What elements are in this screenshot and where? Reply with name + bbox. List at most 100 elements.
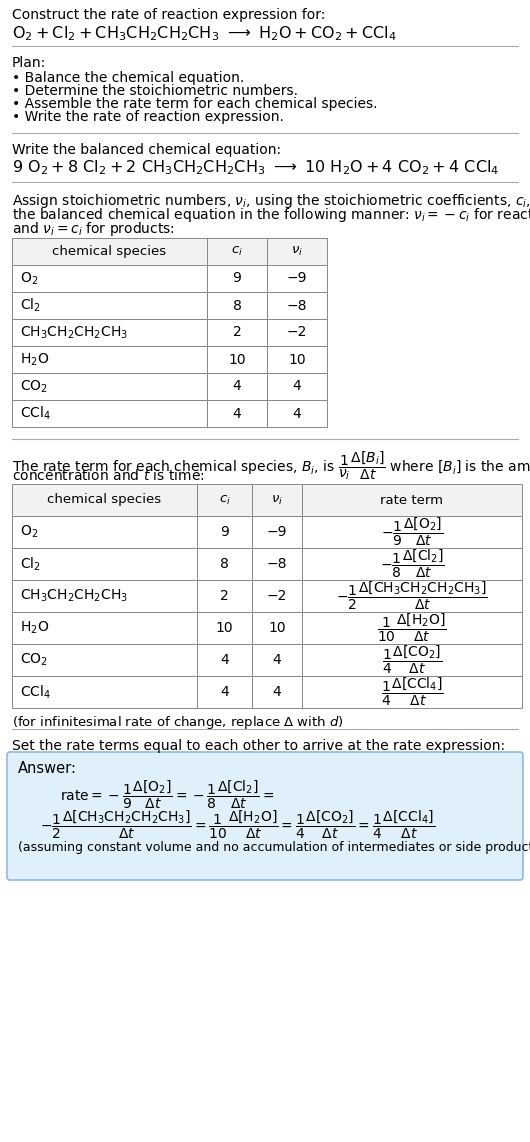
Bar	[267, 373, 327, 400]
Bar	[12, 373, 207, 400]
Bar	[252, 548, 302, 580]
Bar	[302, 484, 522, 516]
Text: −8: −8	[267, 557, 287, 571]
Bar	[302, 548, 522, 580]
Bar	[252, 516, 302, 548]
Bar	[12, 548, 197, 580]
Text: 10: 10	[228, 353, 246, 367]
Bar	[12, 346, 207, 373]
Bar	[207, 265, 267, 292]
Text: −2: −2	[287, 325, 307, 339]
Bar	[12, 644, 197, 676]
Bar	[252, 580, 302, 612]
Text: $\nu_i$: $\nu_i$	[271, 493, 283, 507]
Bar	[12, 484, 197, 516]
Text: rate term: rate term	[381, 493, 444, 507]
Text: $\dfrac{1}{10}\dfrac{\Delta[\mathrm{H_2O}]}{\Delta t}$: $\dfrac{1}{10}\dfrac{\Delta[\mathrm{H_2O…	[377, 612, 447, 644]
Bar	[302, 676, 522, 708]
Bar	[207, 292, 267, 319]
Text: 4: 4	[272, 685, 281, 699]
Bar	[252, 644, 302, 676]
Text: 4: 4	[272, 653, 281, 667]
Text: chemical species: chemical species	[52, 246, 166, 258]
Text: 4: 4	[293, 379, 302, 394]
Bar	[207, 346, 267, 373]
Bar	[197, 484, 252, 516]
Bar	[267, 265, 327, 292]
Text: 2: 2	[233, 325, 241, 339]
Text: $\mathrm{Cl_2}$: $\mathrm{Cl_2}$	[20, 297, 41, 314]
Bar	[197, 644, 252, 676]
Bar	[302, 580, 522, 612]
Text: $\mathrm{CO_2}$: $\mathrm{CO_2}$	[20, 378, 48, 395]
Text: The rate term for each chemical species, $B_i$, is $\dfrac{1}{\nu_i}\dfrac{\Delt: The rate term for each chemical species,…	[12, 449, 530, 482]
Bar	[267, 346, 327, 373]
Text: $\dfrac{1}{4}\dfrac{\Delta[\mathrm{CO_2}]}{\Delta t}$: $\dfrac{1}{4}\dfrac{\Delta[\mathrm{CO_2}…	[382, 644, 442, 676]
Text: −9: −9	[287, 272, 307, 286]
Bar	[12, 292, 207, 319]
Bar	[302, 612, 522, 644]
Text: Answer:: Answer:	[18, 761, 77, 777]
Bar	[12, 238, 207, 265]
Text: 4: 4	[220, 653, 229, 667]
FancyBboxPatch shape	[7, 751, 523, 880]
Text: (for infinitesimal rate of change, replace $\Delta$ with $d$): (for infinitesimal rate of change, repla…	[12, 714, 344, 731]
Text: $\mathrm{H_2O}$: $\mathrm{H_2O}$	[20, 620, 49, 636]
Text: −2: −2	[267, 589, 287, 603]
Text: $\mathrm{CCl_4}$: $\mathrm{CCl_4}$	[20, 683, 51, 701]
Text: $\mathrm{CH_3CH_2CH_2CH_3}$: $\mathrm{CH_3CH_2CH_2CH_3}$	[20, 588, 128, 604]
Text: $-\dfrac{1}{2}\dfrac{\Delta[\mathrm{CH_3CH_2CH_2CH_3}]}{\Delta t}$: $-\dfrac{1}{2}\dfrac{\Delta[\mathrm{CH_3…	[336, 580, 488, 612]
Text: 4: 4	[220, 685, 229, 699]
Text: $\dfrac{1}{4}\dfrac{\Delta[\mathrm{CCl_4}]}{\Delta t}$: $\dfrac{1}{4}\dfrac{\Delta[\mathrm{CCl_4…	[381, 676, 444, 708]
Text: 2: 2	[220, 589, 229, 603]
Text: Construct the rate of reaction expression for:: Construct the rate of reaction expressio…	[12, 8, 325, 22]
Text: Write the balanced chemical equation:: Write the balanced chemical equation:	[12, 143, 281, 156]
Text: $\nu_i$: $\nu_i$	[291, 244, 303, 258]
Text: Set the rate terms equal to each other to arrive at the rate expression:: Set the rate terms equal to each other t…	[12, 739, 505, 753]
Bar	[302, 644, 522, 676]
Bar	[12, 516, 197, 548]
Text: 4: 4	[293, 407, 302, 420]
Text: $\mathrm{CCl_4}$: $\mathrm{CCl_4}$	[20, 404, 51, 423]
Text: 8: 8	[233, 298, 242, 313]
Text: 9: 9	[233, 272, 242, 286]
Text: and $\nu_i = c_i$ for products:: and $\nu_i = c_i$ for products:	[12, 220, 175, 238]
Text: chemical species: chemical species	[48, 493, 162, 507]
Text: • Assemble the rate term for each chemical species.: • Assemble the rate term for each chemic…	[12, 97, 377, 111]
Text: Assign stoichiometric numbers, $\nu_i$, using the stoichiometric coefficients, $: Assign stoichiometric numbers, $\nu_i$, …	[12, 192, 530, 210]
Text: $\mathrm{O_2}$: $\mathrm{O_2}$	[20, 271, 38, 287]
Text: Plan:: Plan:	[12, 56, 46, 70]
Bar	[267, 400, 327, 427]
Bar	[207, 373, 267, 400]
Bar	[12, 580, 197, 612]
Bar	[267, 238, 327, 265]
Bar	[12, 676, 197, 708]
Text: 10: 10	[288, 353, 306, 367]
Text: 8: 8	[220, 557, 229, 571]
Bar	[252, 676, 302, 708]
Text: $-\dfrac{1}{9}\dfrac{\Delta[\mathrm{O_2}]}{\Delta t}$: $-\dfrac{1}{9}\dfrac{\Delta[\mathrm{O_2}…	[381, 516, 443, 548]
Text: $-\dfrac{1}{2}\dfrac{\Delta[\mathrm{CH_3CH_2CH_2CH_3}]}{\Delta t} = \dfrac{1}{10: $-\dfrac{1}{2}\dfrac{\Delta[\mathrm{CH_3…	[40, 809, 435, 842]
Bar	[197, 548, 252, 580]
Bar	[207, 319, 267, 346]
Text: $\mathrm{rate} = -\dfrac{1}{9}\dfrac{\Delta[\mathrm{O_2}]}{\Delta t} = -\dfrac{1: $\mathrm{rate} = -\dfrac{1}{9}\dfrac{\De…	[60, 779, 275, 811]
Text: $\mathrm{9\ O_2 + 8\ Cl_2 + 2\ CH_3CH_2CH_2CH_3 \ {\longrightarrow} \ 10\ H_2O +: $\mathrm{9\ O_2 + 8\ Cl_2 + 2\ CH_3CH_2C…	[12, 158, 499, 177]
Bar	[267, 319, 327, 346]
Bar	[207, 238, 267, 265]
Text: $\mathrm{O_2}$: $\mathrm{O_2}$	[20, 524, 38, 540]
Text: 4: 4	[233, 379, 241, 394]
Text: $c_i$: $c_i$	[218, 493, 231, 507]
Text: 10: 10	[268, 621, 286, 635]
Bar	[197, 580, 252, 612]
Text: • Determine the stoichiometric numbers.: • Determine the stoichiometric numbers.	[12, 85, 298, 98]
Bar	[267, 292, 327, 319]
Bar	[12, 319, 207, 346]
Text: concentration and $t$ is time:: concentration and $t$ is time:	[12, 468, 205, 483]
Bar	[207, 400, 267, 427]
Text: 10: 10	[216, 621, 233, 635]
Text: • Balance the chemical equation.: • Balance the chemical equation.	[12, 71, 244, 85]
Bar	[12, 400, 207, 427]
Bar	[252, 484, 302, 516]
Bar	[12, 612, 197, 644]
Bar	[12, 265, 207, 292]
